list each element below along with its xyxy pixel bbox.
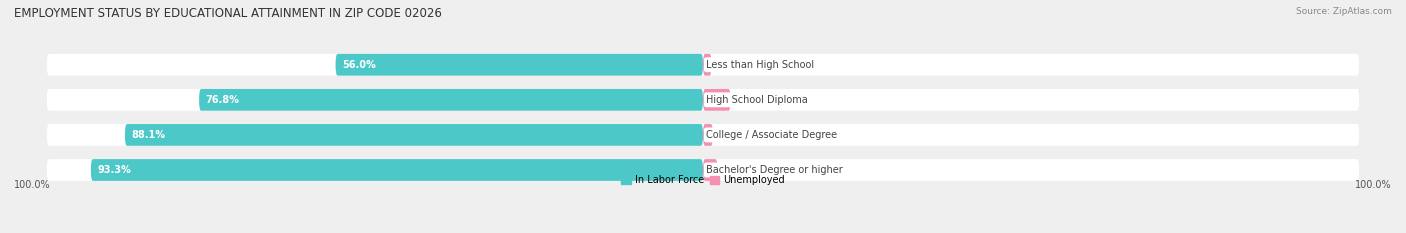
Text: 1.5%: 1.5% bbox=[720, 130, 744, 140]
Text: 88.1%: 88.1% bbox=[132, 130, 166, 140]
FancyBboxPatch shape bbox=[703, 124, 713, 146]
FancyBboxPatch shape bbox=[46, 159, 1360, 181]
FancyBboxPatch shape bbox=[200, 89, 703, 111]
FancyBboxPatch shape bbox=[336, 54, 703, 76]
Text: High School Diploma: High School Diploma bbox=[706, 95, 808, 105]
Text: Source: ZipAtlas.com: Source: ZipAtlas.com bbox=[1296, 7, 1392, 16]
Text: Less than High School: Less than High School bbox=[706, 60, 814, 70]
Text: Bachelor's Degree or higher: Bachelor's Degree or higher bbox=[706, 165, 844, 175]
FancyBboxPatch shape bbox=[703, 54, 711, 76]
Text: 56.0%: 56.0% bbox=[342, 60, 375, 70]
Text: 100.0%: 100.0% bbox=[1355, 180, 1392, 190]
FancyBboxPatch shape bbox=[46, 54, 1360, 76]
Text: 2.2%: 2.2% bbox=[724, 165, 748, 175]
FancyBboxPatch shape bbox=[703, 159, 717, 181]
Text: 93.3%: 93.3% bbox=[97, 165, 131, 175]
FancyBboxPatch shape bbox=[91, 159, 703, 181]
Text: 4.2%: 4.2% bbox=[737, 95, 762, 105]
Text: EMPLOYMENT STATUS BY EDUCATIONAL ATTAINMENT IN ZIP CODE 02026: EMPLOYMENT STATUS BY EDUCATIONAL ATTAINM… bbox=[14, 7, 441, 20]
FancyBboxPatch shape bbox=[46, 89, 1360, 111]
Text: 76.8%: 76.8% bbox=[205, 95, 239, 105]
FancyBboxPatch shape bbox=[125, 124, 703, 146]
Text: College / Associate Degree: College / Associate Degree bbox=[706, 130, 838, 140]
Text: 1.3%: 1.3% bbox=[718, 60, 742, 70]
Text: 100.0%: 100.0% bbox=[14, 180, 51, 190]
FancyBboxPatch shape bbox=[703, 89, 731, 111]
FancyBboxPatch shape bbox=[46, 124, 1360, 146]
Legend: In Labor Force, Unemployed: In Labor Force, Unemployed bbox=[617, 171, 789, 189]
